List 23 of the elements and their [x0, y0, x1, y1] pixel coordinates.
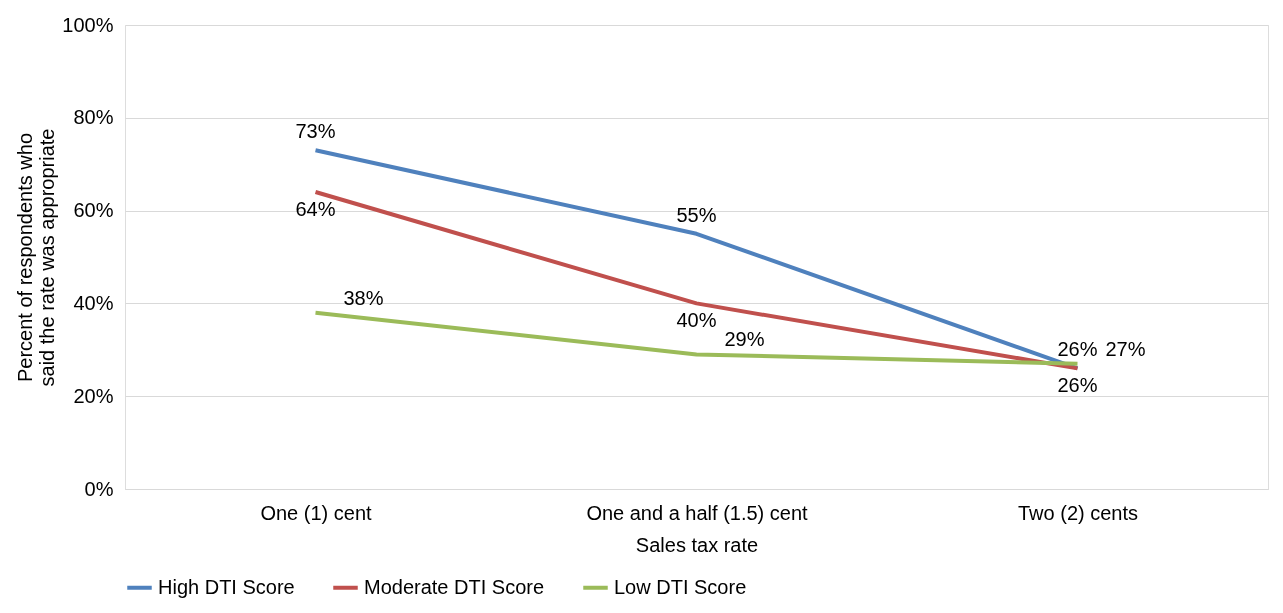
legend-label: Low DTI Score — [614, 575, 747, 598]
y-tick-label: 0% — [84, 477, 114, 500]
y-tick-label: 40% — [73, 291, 114, 314]
data-label: 38% — [343, 286, 384, 309]
y-tick-label: 20% — [73, 384, 114, 407]
data-label: 26% — [1057, 374, 1098, 397]
y-tick-label: 80% — [73, 106, 114, 129]
y-axis-title: Percent of respondents who said the rate was appropriate — [14, 128, 59, 387]
x-tick-label: One (1) cent — [260, 501, 373, 524]
data-label: 73% — [295, 120, 336, 143]
data-label: 27% — [1105, 337, 1146, 360]
x-axis-title: Sales tax rate — [635, 533, 759, 556]
data-label: 55% — [676, 203, 717, 226]
y-tick-label: 100% — [62, 13, 114, 36]
x-tick-label: One and a half (1.5) cent — [586, 501, 809, 524]
legend-label: High DTI Score — [158, 575, 295, 598]
x-tick-label: Two (2) cents — [1017, 501, 1139, 524]
legend-label: Moderate DTI Score — [364, 575, 545, 598]
data-label: 26% — [1057, 338, 1098, 361]
y-tick-label: 60% — [73, 199, 114, 222]
data-label: 29% — [724, 328, 765, 351]
data-label: 64% — [295, 198, 336, 221]
data-label: 40% — [676, 309, 717, 332]
